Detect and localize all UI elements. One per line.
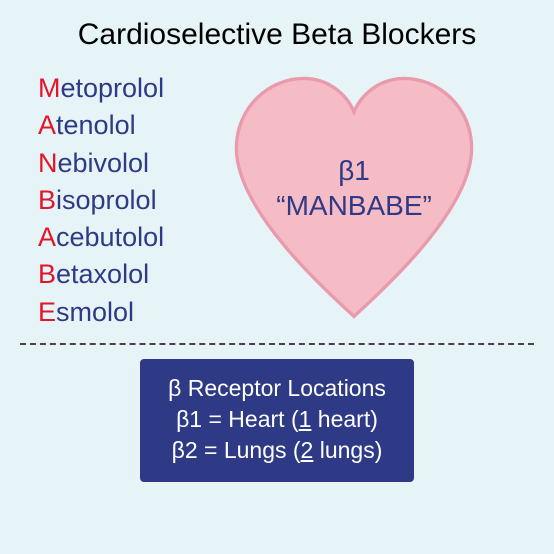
drug-rest: etaxolol [56,259,149,289]
mnemonic-letter: A [38,110,56,140]
heart-line-1: β1 [174,153,534,188]
drug-rest: isoprolol [56,185,157,215]
drug-rest: ebivolol [58,148,150,178]
drug-rest: smolol [56,297,134,327]
mnemonic-letter: B [38,185,56,215]
list-item: Bisoprolol [38,182,164,219]
receptor-banner: β Receptor Locations β1 = Heart (1 heart… [140,359,414,482]
heart-label: β1 “MANBABE” [174,153,534,223]
heart-line-2: “MANBABE” [174,188,534,223]
divider [20,343,534,345]
banner-line-1: β Receptor Locations [168,373,386,404]
list-item: Nebivolol [38,145,164,182]
list-item: Acebutolol [38,219,164,256]
list-item: Metoprolol [38,70,164,107]
mnemonic-letter: B [38,259,56,289]
mnemonic-letter: E [38,297,56,327]
mnemonic-letter: M [38,73,61,103]
drug-rest: tenolol [56,110,136,140]
mnemonic-letter: N [38,148,58,178]
banner-line-2: β1 = Heart (1 heart) [168,404,386,435]
mnemonic-letter: A [38,222,56,252]
drug-list: Metoprolol Atenolol Nebivolol Bisoprolol… [20,70,164,331]
infographic-card: Cardioselective Beta Blockers Metoprolol… [0,0,554,554]
heart-container: β1 “MANBABE” [174,70,534,322]
list-item: Atenolol [38,107,164,144]
list-item: Betaxolol [38,256,164,293]
list-item: Esmolol [38,294,164,331]
banner-line-3: β2 = Lungs (2 lungs) [168,435,386,466]
drug-rest: etoprolol [61,73,165,103]
page-title: Cardioselective Beta Blockers [20,18,534,52]
upper-section: Metoprolol Atenolol Nebivolol Bisoprolol… [20,70,534,331]
drug-rest: cebutolol [56,222,164,252]
